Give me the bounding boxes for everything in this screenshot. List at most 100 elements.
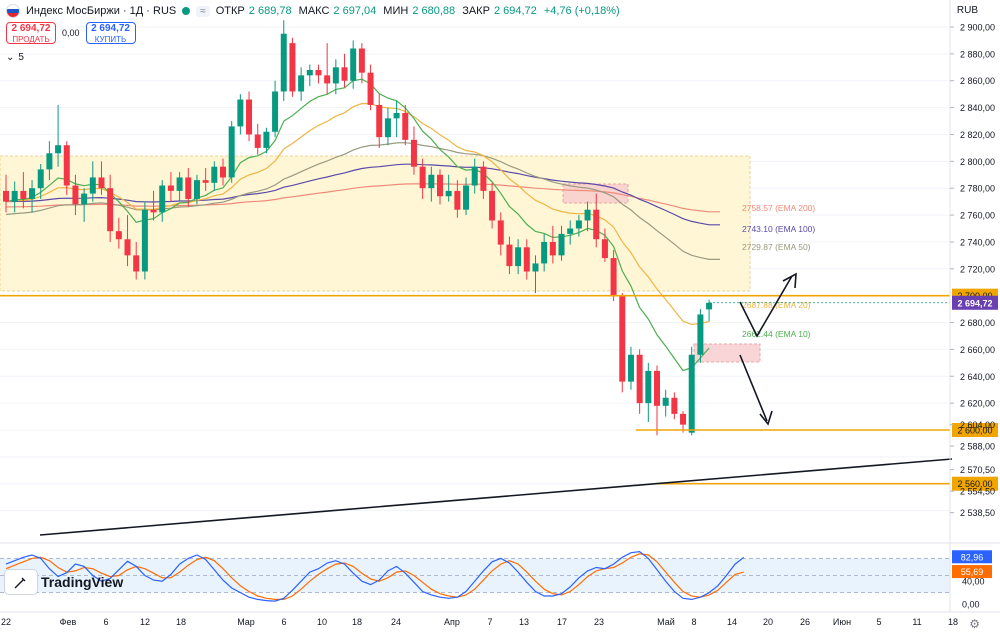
candle[interactable] (358, 43, 365, 84)
candle[interactable] (558, 225, 565, 261)
candle[interactable] (627, 346, 634, 390)
candle[interactable] (341, 53, 348, 88)
candle[interactable] (445, 174, 452, 202)
candle[interactable] (523, 239, 530, 280)
candle[interactable] (228, 121, 235, 183)
candle[interactable] (601, 228, 608, 263)
ema-label: 2743.10 (EMA 100) (742, 224, 815, 234)
indicators-toggle[interactable]: ⌄ 5 (6, 52, 24, 63)
gear-icon[interactable]: ⚙ (969, 617, 980, 631)
candle[interactable] (124, 215, 131, 267)
candle[interactable] (306, 64, 313, 87)
level-price-label: 2 600,00 (957, 426, 992, 436)
candle-body (419, 166, 426, 189)
currency-label[interactable]: RUB (956, 5, 978, 16)
candle[interactable] (55, 104, 62, 167)
candle[interactable] (141, 201, 148, 280)
candle-body (697, 314, 704, 355)
candle[interactable] (471, 158, 478, 194)
candle[interactable] (410, 126, 417, 175)
candle[interactable] (463, 177, 470, 216)
candle[interactable] (636, 349, 643, 414)
candle[interactable] (350, 40, 357, 89)
candle[interactable] (575, 215, 582, 237)
candle[interactable] (298, 67, 305, 101)
candle[interactable] (497, 212, 504, 256)
candle[interactable] (549, 225, 556, 264)
candle[interactable] (72, 174, 79, 216)
candle[interactable] (280, 20, 287, 101)
candle[interactable] (688, 346, 695, 436)
candle[interactable] (428, 166, 435, 202)
candle[interactable] (610, 249, 617, 302)
candle[interactable] (246, 91, 253, 142)
candle[interactable] (29, 180, 36, 213)
candle[interactable] (20, 172, 27, 209)
candle[interactable] (384, 107, 391, 146)
candle[interactable] (671, 392, 678, 420)
candle[interactable] (37, 164, 44, 199)
drawing-tool-icon[interactable] (4, 569, 38, 595)
candle[interactable] (159, 180, 166, 222)
candle[interactable] (654, 365, 660, 436)
candle[interactable] (402, 104, 409, 146)
candle[interactable] (220, 158, 226, 186)
candle[interactable] (89, 161, 96, 202)
candle[interactable] (489, 182, 496, 229)
candle[interactable] (324, 43, 331, 95)
candle[interactable] (202, 168, 209, 191)
candle[interactable] (176, 172, 183, 202)
candle[interactable] (454, 180, 461, 218)
candle[interactable] (133, 241, 140, 280)
candle[interactable] (263, 127, 270, 154)
candle[interactable] (662, 389, 669, 417)
candle[interactable] (315, 64, 322, 84)
candle[interactable] (532, 255, 539, 293)
candle[interactable] (593, 193, 600, 248)
candle[interactable] (115, 217, 122, 249)
compare-icon[interactable]: ≈ (196, 5, 210, 17)
candle[interactable] (46, 141, 53, 181)
candle[interactable] (211, 161, 218, 191)
candle[interactable] (706, 299, 713, 322)
candle[interactable] (272, 80, 279, 138)
candle[interactable] (515, 239, 522, 275)
candle[interactable] (376, 94, 383, 148)
candle[interactable] (167, 172, 174, 202)
candle[interactable] (419, 158, 426, 199)
candle[interactable] (193, 174, 200, 205)
candle-body (306, 69, 313, 76)
candle[interactable] (98, 161, 105, 195)
candle[interactable] (367, 64, 374, 111)
candle[interactable] (81, 188, 88, 222)
candle[interactable] (150, 190, 157, 221)
candle[interactable] (680, 411, 687, 433)
candle[interactable] (332, 59, 339, 95)
candle[interactable] (289, 37, 296, 97)
tradingview-logo[interactable]: TradingView (4, 569, 123, 595)
candle[interactable] (480, 161, 487, 199)
candle[interactable] (437, 169, 443, 205)
candle[interactable] (63, 141, 70, 195)
sell-button[interactable]: 2 694,72 ПРОДАТЬ (6, 22, 56, 44)
candle[interactable] (506, 236, 513, 275)
candle[interactable] (541, 233, 548, 272)
candle-body (185, 177, 192, 199)
candle[interactable] (393, 100, 400, 138)
candle-body (289, 43, 296, 92)
candle[interactable] (584, 201, 591, 232)
candle[interactable] (567, 220, 574, 245)
candle[interactable] (697, 309, 704, 363)
candle[interactable] (254, 123, 261, 155)
symbol-title[interactable]: Индекс МосБиржи · 1Д · RUS (26, 5, 177, 17)
candle[interactable] (645, 362, 652, 422)
candle[interactable] (619, 292, 626, 393)
candle[interactable] (107, 174, 114, 242)
candle[interactable] (3, 174, 9, 213)
buy-button[interactable]: 2 694,72 КУПИТЬ (85, 22, 136, 44)
candle[interactable] (237, 94, 244, 135)
candle[interactable] (11, 181, 18, 213)
candle[interactable] (185, 168, 192, 208)
trend-line[interactable] (39, 458, 953, 536)
